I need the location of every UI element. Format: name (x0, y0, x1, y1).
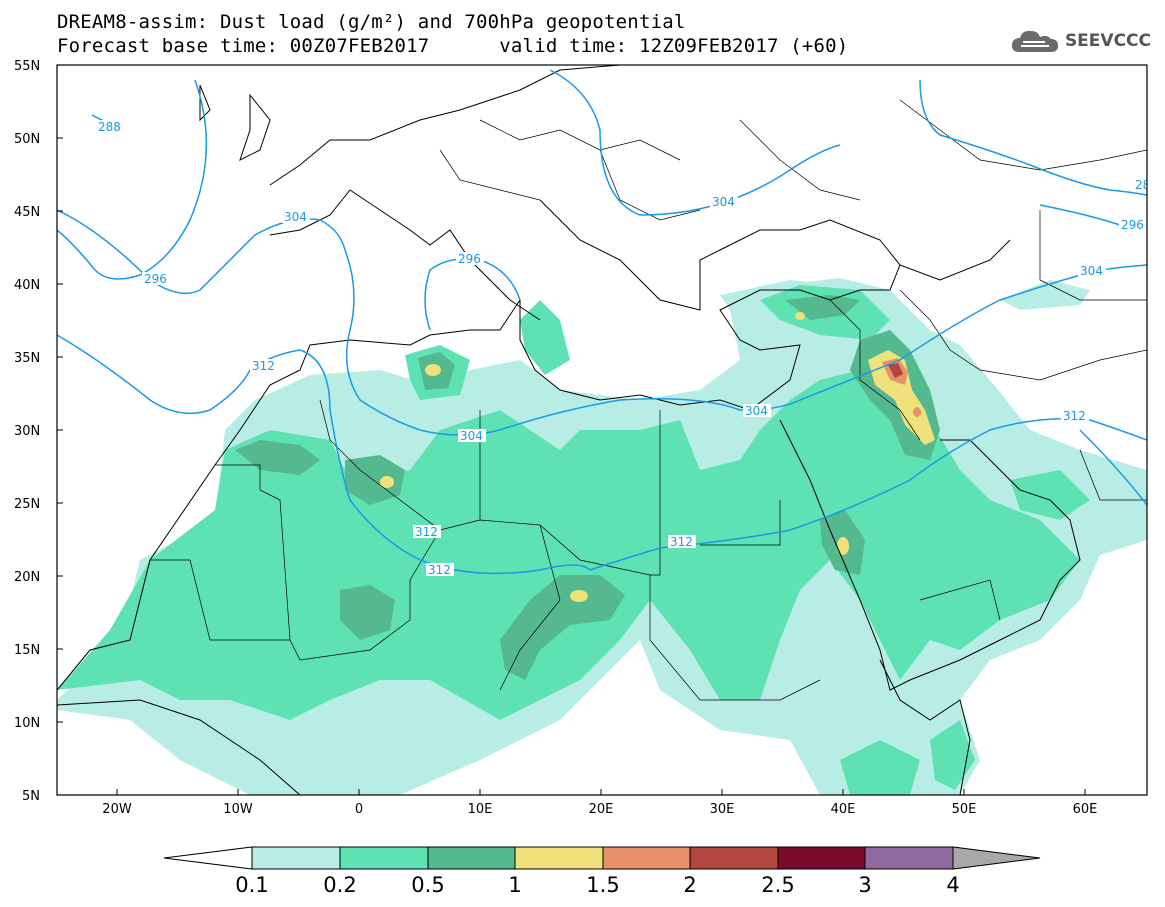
lat-labels: 55N 50N 45N 40N 35N 30N 25N 20N 15N 10N … (14, 59, 40, 804)
lon-label: 60E (1073, 802, 1098, 817)
lat-axis (57, 64, 63, 796)
contour-label: 312 (670, 535, 693, 549)
lat-label: 10N (14, 716, 40, 731)
contour-label: 312 (428, 563, 451, 577)
contour-label: 288 (98, 120, 121, 134)
lon-label: 30E (710, 802, 735, 817)
colorbar-segment (864, 846, 954, 870)
colorbar-segment (251, 846, 341, 870)
colorbar-arrow-right (952, 846, 1041, 870)
contour-labels: 288 296 304 296 312 304 312 312 304 312 … (96, 120, 1150, 577)
colorbar-label: 0.1 (235, 873, 268, 897)
seevccc-logo: SEEVCCC (1009, 26, 1151, 56)
lat-label: 20N (14, 570, 40, 585)
lon-label: 20E (589, 802, 614, 817)
lat-label: 50N (14, 132, 40, 147)
colorbar-segment (777, 846, 866, 870)
contour-label: 296 (144, 272, 167, 286)
dust-layer-yellow (380, 312, 935, 602)
colorbar-label: 4 (946, 873, 959, 897)
lon-label: 10W (223, 802, 253, 817)
colorbar-label: 2 (683, 873, 696, 897)
country-borders (150, 99, 1147, 701)
contour-label: 304 (745, 404, 768, 418)
contour-label: 312 (252, 359, 275, 373)
colorbar-segment (339, 846, 429, 870)
colorbar-labels: 0.1 0.2 0.5 1 1.5 2 2.5 3 4 (235, 873, 959, 897)
contour-label: 312 (415, 525, 438, 539)
colorbar (163, 846, 1041, 870)
lat-label: 40N (14, 278, 40, 293)
cloud-icon (1011, 30, 1058, 52)
colorbar-segment (514, 846, 604, 870)
lat-label: 30N (14, 424, 40, 439)
lon-label: 40E (831, 802, 856, 817)
contour-label: 312 (1063, 409, 1086, 423)
contour-label: 296 (1121, 218, 1144, 232)
colorbar-segment (689, 846, 779, 870)
colorbar-label: 3 (858, 873, 871, 897)
lon-label: 50E (952, 802, 977, 817)
forecast-times: Forecast base time: 00Z07FEB2017 valid t… (57, 35, 849, 57)
lon-label: 20W (102, 802, 132, 817)
map-area: 288 296 304 296 312 304 312 312 304 312 … (57, 65, 1150, 795)
lat-label: 45N (14, 205, 40, 220)
coastlines (57, 65, 1081, 795)
lat-label: 5N (22, 789, 40, 804)
colorbar-label: 1.5 (586, 873, 619, 897)
colorbar-arrow-left (163, 846, 253, 870)
lon-label: 10E (468, 802, 493, 817)
colorbar-segment (602, 846, 691, 870)
lon-axis (116, 789, 1086, 795)
colorbar-label: 1 (508, 873, 521, 897)
contour-label: 28 (1135, 178, 1150, 192)
lon-labels: 20W 10W 0 10E 20E 30E 40E 50E 60E (102, 802, 1097, 817)
colorbar-segment (427, 846, 516, 870)
lat-label: 55N (14, 59, 40, 74)
contour-label: 296 (458, 252, 481, 266)
colorbar-label: 0.5 (411, 873, 444, 897)
lat-label: 15N (14, 643, 40, 658)
lat-label: 35N (14, 351, 40, 366)
logo-text: SEEVCCC (1064, 31, 1151, 51)
colorbar-label: 2.5 (761, 873, 794, 897)
geopotential-contours (57, 69, 1147, 575)
chart-title: DREAM8-assim: Dust load (g/m²) and 700hP… (57, 11, 686, 33)
contour-label: 304 (1080, 264, 1103, 278)
colorbar-label: 0.2 (323, 873, 356, 897)
contour-label: 304 (460, 429, 483, 443)
lat-label: 25N (14, 497, 40, 512)
contour-label: 304 (712, 195, 735, 209)
lon-label: 0 (355, 802, 363, 817)
contour-label: 304 (284, 210, 307, 224)
